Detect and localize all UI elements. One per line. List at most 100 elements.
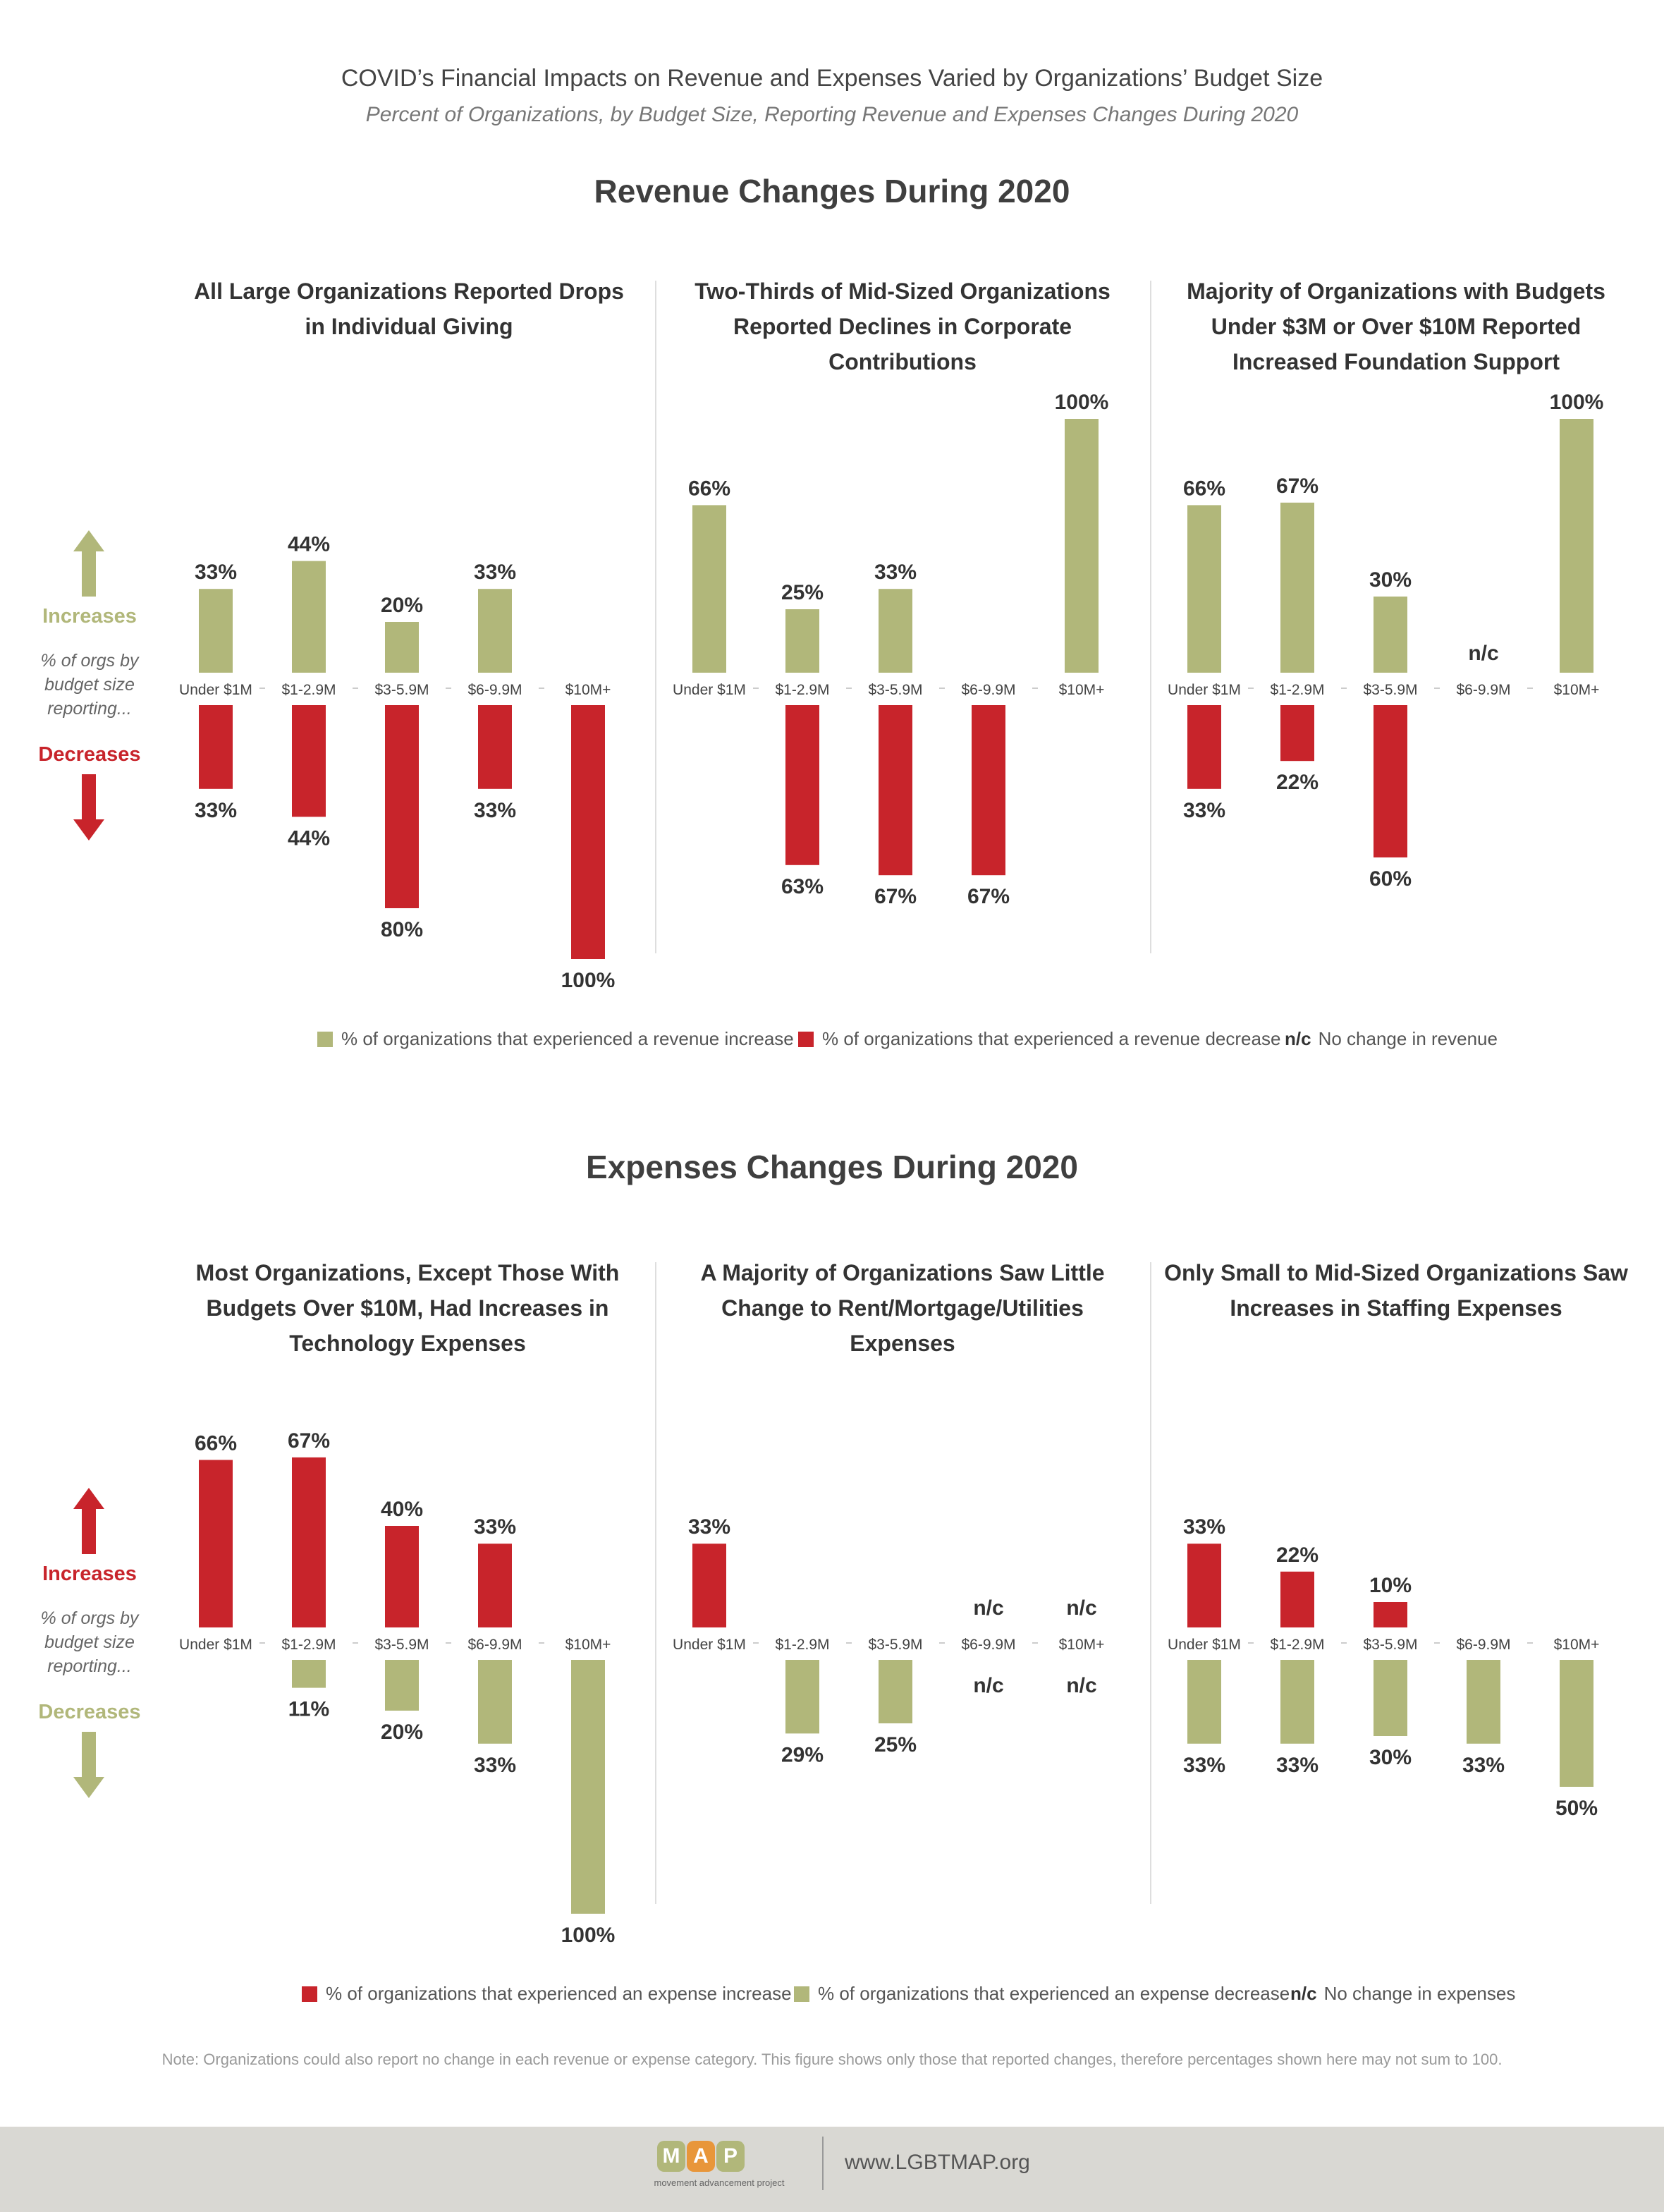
category-label: Under $1M — [179, 682, 252, 698]
bar-down-value-label: 63% — [781, 875, 824, 898]
bar-up — [1374, 1602, 1407, 1627]
category-label: $1-2.9M — [1270, 682, 1324, 698]
bar-down-value-label: 30% — [1369, 1746, 1412, 1769]
footer-bar — [0, 2127, 1664, 2212]
chart-revenue-individual-giving: Under $1M 33% 33% $1-2.9M 44% 44% $3-5.9M 20% 80… — [179, 533, 615, 987]
expenses-panel-3-title: Only Small to Mid-Sized Organizations Sa… — [1164, 1260, 1628, 1321]
category-label: $6-9.9M — [961, 1637, 1015, 1653]
panel-divider — [1150, 281, 1151, 953]
bar-down-value-label: 67% — [967, 885, 1010, 908]
bar-up-value-label: 40% — [381, 1498, 423, 1521]
revenue-legend-no-change: n/c No change in revenue — [1285, 1028, 1498, 1050]
bar-down — [879, 1660, 912, 1723]
legend-label: No change in expenses — [1323, 1983, 1516, 2004]
bar-up-value-label: 33% — [195, 561, 237, 584]
category-label: Under $1M — [179, 1637, 252, 1653]
panel-divider — [1150, 1262, 1151, 1904]
category-label: $1-2.9M — [281, 682, 336, 698]
chart-expenses-rent-utilities: Under $1M 33% $1-2.9M 29% $3-5.9M 25% $6-9.9M n… — [673, 1515, 1105, 1766]
bar-down-value-label: 33% — [195, 799, 237, 822]
category-label: $3-5.9M — [374, 1637, 429, 1653]
bar-down — [1187, 1660, 1221, 1744]
bar-down-value-label: 60% — [1369, 867, 1412, 891]
up-arrow-icon — [73, 530, 104, 597]
bar-up — [385, 1526, 419, 1627]
bar-down-value-label: 44% — [288, 826, 330, 850]
bar-up-value-label: 33% — [474, 1515, 516, 1539]
logo-letter: A — [687, 2141, 715, 2172]
bar-up — [692, 505, 726, 673]
bar-down-value-label: 33% — [1462, 1754, 1505, 1777]
down-arrow-icon — [73, 774, 104, 841]
bar-down-value-label: 33% — [1183, 799, 1225, 822]
bar-down-value-label: 33% — [474, 1754, 516, 1777]
expenses-panel-2-title: A Majority of Organizations Saw Little C… — [700, 1260, 1105, 1356]
bar-up-value-label: 66% — [688, 477, 730, 500]
legend-label: % of organizations that experienced a re… — [822, 1028, 1281, 1049]
chart-revenue-corporate-contributions: Under $1M 66% $1-2.9M 25% 63% $3-5.9M 33% 67% $6… — [673, 391, 1108, 908]
footnote: Note: Organizations could also report no… — [161, 2051, 1503, 2068]
legend-nc-mark: n/c — [1285, 1028, 1311, 1049]
bar-down-value-label: 33% — [1276, 1754, 1319, 1777]
down-arrow-icon — [73, 1732, 104, 1798]
category-label: $1-2.9M — [281, 1637, 336, 1653]
bar-up-value-label: 33% — [474, 561, 516, 584]
legend-swatch-red — [302, 1986, 317, 2002]
bar-down — [478, 1660, 512, 1744]
category-label: $1-2.9M — [775, 682, 829, 698]
bar-down-value-label: 100% — [561, 1924, 616, 1947]
category-label: $6-9.9M — [1456, 682, 1510, 698]
bar-up-value-label: 100% — [1550, 391, 1604, 414]
chart-expenses-staffing: Under $1M 33% 33% $1-2.9M 22% 33% $3-5.9M 10% 30… — [1168, 1515, 1599, 1820]
category-label: $10M+ — [565, 682, 611, 698]
bar-down-value-label: 50% — [1555, 1797, 1598, 1820]
legend-label: % of organizations that experienced a re… — [341, 1028, 794, 1049]
revenue-panel-3-title: Majority of Organizations with Budgets U… — [1187, 279, 1605, 374]
revenue-increases-label: Increases — [42, 605, 137, 628]
bar-up-value-label: 20% — [381, 594, 423, 617]
bar-up-value-label: 33% — [874, 561, 917, 584]
bar-up — [785, 609, 819, 673]
bar-up-value-label: 66% — [195, 1431, 237, 1455]
category-label: $1-2.9M — [775, 1637, 829, 1653]
bar-up-value-label: n/c — [1066, 1596, 1096, 1620]
bar-up-value-label: 10% — [1369, 1574, 1412, 1597]
category-label: $10M+ — [565, 1637, 611, 1653]
bar-up — [1065, 419, 1099, 673]
category-label: $10M+ — [1059, 1637, 1105, 1653]
bar-down — [571, 1660, 605, 1914]
revenue-legend-increase: % of organizations that experienced a re… — [317, 1028, 794, 1050]
revenue-legend-decrease: % of organizations that experienced a re… — [798, 1028, 1280, 1050]
website-link[interactable]: www.LGBTMAP.org — [845, 2151, 1030, 2174]
category-label: $6-9.9M — [467, 682, 522, 698]
bar-up — [1560, 419, 1593, 673]
map-logo: M A P — [657, 2141, 746, 2172]
bar-down — [1187, 705, 1221, 789]
bar-down-value-label: 67% — [874, 885, 917, 908]
logo-letter: P — [716, 2141, 745, 2172]
bar-down — [385, 705, 419, 908]
bar-down-value-label: 80% — [381, 918, 423, 941]
bar-down — [1280, 1660, 1314, 1744]
page-subtitle: Percent of Organizations, by Budget Size… — [365, 103, 1299, 126]
legend-label: % of organizations that experienced an e… — [326, 1983, 792, 2004]
bar-down — [478, 705, 512, 789]
legend-label: % of organizations that experienced an e… — [818, 1983, 1290, 2004]
legend-label: No change in revenue — [1318, 1028, 1498, 1049]
category-label: $10M+ — [1059, 682, 1105, 698]
bar-up-value-label: 67% — [288, 1429, 330, 1453]
bar-up-value-label: 33% — [688, 1515, 730, 1539]
category-label: $3-5.9M — [868, 1637, 922, 1653]
bar-up — [1280, 1571, 1314, 1627]
bar-down-value-label: 33% — [474, 799, 516, 822]
bar-up — [1187, 505, 1221, 673]
bar-up — [385, 622, 419, 673]
bar-down-value-label: 25% — [874, 1733, 917, 1756]
legend-nc-mark: n/c — [1290, 1983, 1317, 2004]
chart-expenses-technology: Under $1M 66% $1-2.9M 67% 11% $3-5.9M 40% 20% $6… — [179, 1429, 616, 1947]
logo-tagline: movement advancement project — [654, 2177, 785, 2188]
expenses-legend-decrease: % of organizations that experienced an e… — [794, 1983, 1290, 2005]
bar-up — [292, 561, 326, 673]
bar-up-value-label: 25% — [781, 581, 824, 604]
bar-down-value-label: 29% — [781, 1743, 824, 1766]
